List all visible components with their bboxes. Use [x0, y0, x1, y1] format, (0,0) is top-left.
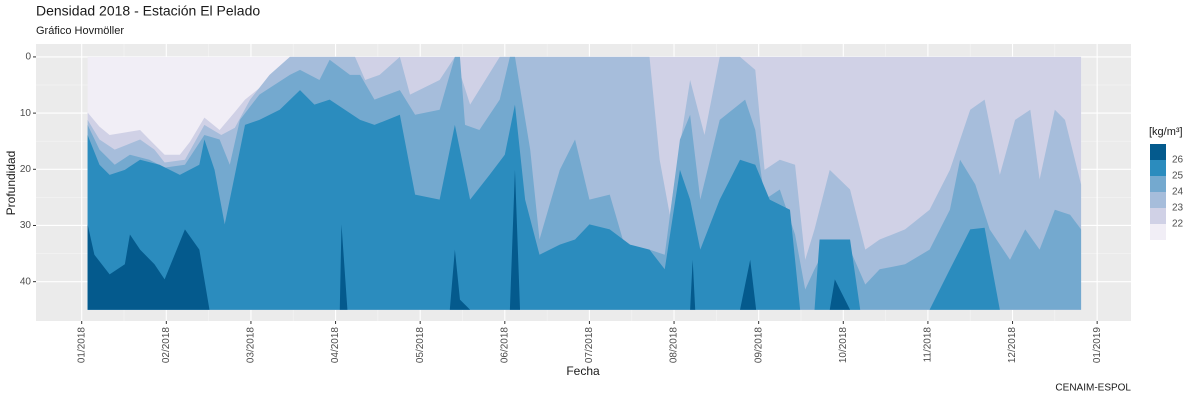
x-axis-label: Fecha — [566, 364, 600, 378]
legend-label: 26 — [1172, 155, 1184, 166]
legend-key — [1150, 208, 1166, 224]
x-tick-label: 10/2018 — [838, 327, 849, 364]
contour-band — [87, 169, 1082, 310]
legend-key — [1150, 192, 1166, 208]
x-tick-label: 06/2018 — [499, 327, 510, 364]
contour-band — [87, 90, 1082, 310]
legend-key — [1150, 144, 1166, 160]
x-tick-label: 07/2018 — [584, 327, 595, 364]
axes: 0 10 20 30 40 01/2018 02/2018 03/2018 04/2018 05/… — [20, 52, 1103, 364]
chart-title: Densidad 2018 - Estación El Pelado — [36, 3, 260, 19]
x-tick-label: 11/2018 — [923, 327, 934, 363]
y-tick-label: 20 — [20, 164, 32, 175]
x-tick-label: 04/2018 — [330, 327, 341, 364]
x-tick-label: 08/2018 — [669, 327, 680, 364]
x-tick-label: 05/2018 — [415, 327, 426, 364]
contour-field — [87, 56, 1082, 310]
x-tick-label: 01/2018 — [76, 327, 87, 364]
y-tick-label: 40 — [20, 276, 32, 287]
legend-label: 25 — [1172, 171, 1184, 182]
legend-key — [1150, 224, 1166, 240]
caption: CENAIM-ESPOL — [1055, 383, 1131, 394]
legend-label: 24 — [1172, 187, 1184, 198]
chart-subtitle: Gráfico Hovmöller — [36, 25, 124, 37]
x-tick-label: 12/2018 — [1007, 327, 1018, 364]
y-axis-label: Profundidad — [4, 151, 18, 216]
x-tick-label: 02/2018 — [161, 327, 172, 364]
legend-label: 22 — [1172, 219, 1184, 230]
legend-key — [1150, 160, 1166, 176]
y-tick-label: 30 — [20, 220, 32, 231]
legend: 26 25 24 23 22 — [1150, 144, 1184, 240]
x-tick-label: 01/2019 — [1092, 327, 1103, 364]
legend-title: [kg/m³] — [1149, 126, 1183, 138]
legend-key — [1150, 176, 1166, 192]
legend-label: 23 — [1172, 203, 1184, 214]
x-tick-label: 09/2018 — [753, 327, 764, 364]
x-tick-label: 03/2018 — [246, 327, 257, 364]
y-tick-label: 10 — [20, 108, 32, 119]
y-tick-label: 0 — [25, 52, 31, 63]
